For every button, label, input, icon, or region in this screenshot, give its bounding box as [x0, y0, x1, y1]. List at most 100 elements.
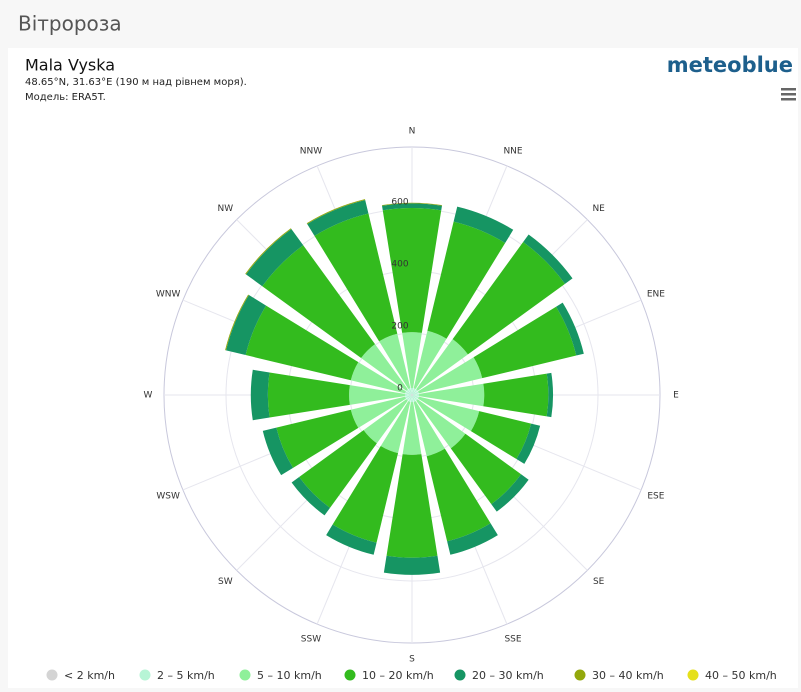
direction-label: SW — [218, 577, 233, 587]
legend-label: 10 – 20 km/h — [362, 669, 434, 682]
wind-segment — [427, 221, 506, 339]
wind-segment — [406, 395, 412, 401]
direction-label: S — [409, 655, 415, 665]
wind-segment — [402, 332, 422, 388]
wind-segment — [418, 396, 480, 432]
wind-segment — [299, 430, 377, 508]
wind-segment — [450, 433, 522, 505]
wind-segment — [404, 393, 412, 397]
wind-segment — [546, 372, 554, 418]
wind-segment — [381, 202, 443, 206]
legend-label: 2 – 5 km/h — [157, 669, 215, 682]
direction-label: ESE — [647, 492, 664, 502]
wind-segment — [416, 399, 466, 449]
wind-segment — [380, 401, 411, 454]
wind-segment — [470, 411, 532, 459]
direction-label: SSW — [301, 634, 321, 644]
radial-tick-label: 400 — [391, 260, 408, 270]
wind-segment — [314, 213, 398, 342]
wind-segment — [412, 395, 419, 399]
wind-segment — [411, 394, 412, 395]
wind-segment — [405, 395, 412, 399]
direction-label: WNW — [156, 289, 181, 299]
legend-marker — [139, 669, 151, 681]
chart-subtitle: 48.65°N, 31.63°E (190 м над рівнем моря)… — [25, 76, 247, 88]
wind-segment — [245, 305, 359, 381]
wind-segment — [363, 399, 408, 444]
page-header: Вітророза — [18, 12, 122, 36]
wind-segment — [516, 423, 541, 464]
wind-segment — [382, 208, 442, 333]
wind-segment — [408, 395, 412, 402]
radial-tick-label: 0 — [397, 384, 403, 394]
wind-segment — [419, 383, 485, 407]
wind-segment — [418, 357, 483, 394]
wind-segment — [452, 242, 565, 355]
wind-segment — [523, 234, 573, 284]
wind-segment — [412, 393, 420, 397]
wind-segment — [307, 199, 369, 236]
wind-segment — [412, 395, 416, 402]
direction-label: N — [409, 127, 416, 137]
chart-subtitle: Модель: ERA5T. — [25, 92, 106, 103]
menu-button[interactable] — [781, 88, 796, 101]
wind-segment — [410, 387, 414, 395]
legend-label: 20 – 30 km/h — [472, 669, 544, 682]
wind-segment — [402, 402, 422, 455]
menu-bar — [781, 93, 796, 96]
wind-segment — [491, 474, 529, 512]
legend-marker — [687, 669, 699, 681]
wind-segment — [245, 228, 304, 287]
legend-marker — [574, 669, 586, 681]
wind-segment — [413, 330, 447, 389]
wind-segment — [416, 339, 468, 391]
wind-segment — [412, 391, 419, 395]
wind-segment — [556, 302, 584, 356]
direction-label: SSE — [504, 634, 521, 644]
wind-segment — [412, 389, 418, 395]
wind-segment — [411, 395, 412, 396]
direction-label: SE — [593, 577, 605, 587]
legend-label: 30 – 40 km/h — [592, 669, 664, 682]
direction-label: NW — [218, 204, 234, 214]
legend-label: < 2 km/h — [64, 669, 115, 682]
wind-segment — [413, 401, 445, 457]
wind-segment — [262, 427, 294, 476]
wind-segment — [226, 295, 267, 356]
wind-segment — [383, 555, 441, 575]
wind-segment — [262, 245, 376, 359]
wind-segment — [473, 306, 577, 379]
direction-label: W — [144, 391, 153, 401]
wind-segment — [332, 446, 399, 543]
menu-bar — [781, 98, 796, 101]
wind-segment — [412, 388, 416, 395]
wind-segment — [410, 395, 414, 403]
chart-title: Mala Vyska — [25, 56, 115, 75]
wind-segment — [453, 206, 514, 244]
menu-bar — [781, 88, 796, 91]
wind-segment — [447, 523, 498, 555]
legend-label: 40 – 50 km/h — [705, 669, 777, 682]
direction-label: ENE — [647, 289, 665, 299]
wind-segment — [483, 373, 549, 417]
direction-label: E — [673, 391, 679, 401]
wind-segment — [408, 388, 412, 395]
wind-segment — [382, 203, 442, 211]
wind-segment — [250, 369, 270, 421]
legend-marker — [46, 669, 58, 681]
wind-segment — [412, 395, 413, 396]
legend-marker — [344, 669, 356, 681]
direction-label: NNE — [503, 147, 522, 157]
wind-segment — [379, 333, 411, 389]
direction-label: NNW — [300, 147, 322, 157]
wind-segment — [276, 409, 359, 468]
wind-segment — [291, 476, 331, 516]
wind-segment — [267, 372, 350, 418]
legend-marker — [454, 669, 466, 681]
wind-segment — [406, 389, 412, 395]
legend-label: 5 – 10 km/h — [257, 669, 322, 682]
radial-tick-label: 600 — [391, 198, 408, 208]
wind-segment — [405, 391, 412, 395]
